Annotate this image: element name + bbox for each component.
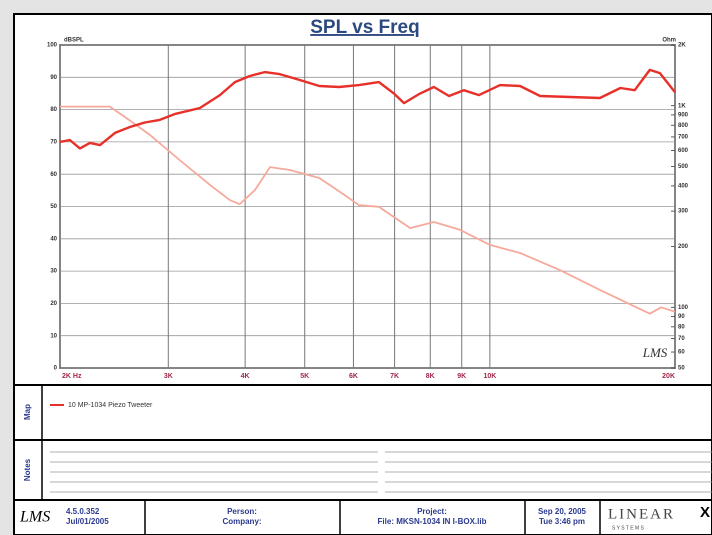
x-tick-label: 2K Hz xyxy=(62,373,82,380)
y2-tick-label: 1K xyxy=(678,103,686,109)
company: Company: xyxy=(222,517,261,526)
series-line xyxy=(60,105,676,315)
x-tick-label: 6K xyxy=(349,373,358,380)
y2-tick-label: 80 xyxy=(678,324,685,330)
y-tick-label: 100 xyxy=(47,43,58,49)
footer-logo: LMS xyxy=(19,509,50,526)
y2-tick-label: 900 xyxy=(678,112,689,118)
notes-label: Notes xyxy=(23,458,32,481)
x-tick-label: 4K xyxy=(241,373,250,380)
brand-sub: S Y S T E M S xyxy=(612,525,645,531)
y2-tick-label: 60 xyxy=(678,350,685,356)
y2-tick-label: 2K xyxy=(678,43,686,49)
y2-tick-label: 500 xyxy=(678,164,689,170)
map-label: Map xyxy=(23,404,32,420)
brand-mark: X xyxy=(700,504,710,521)
y2-tick-label: 70 xyxy=(678,336,685,342)
legend-label: 10 MP-1034 Piezo Tweeter xyxy=(68,402,153,409)
time: Tue 3:46 pm xyxy=(539,517,585,526)
y2-tick-label: 600 xyxy=(678,148,689,154)
y2-tick-label: 700 xyxy=(678,135,689,141)
y-tick-label: 20 xyxy=(50,301,57,307)
x-tick-label: 5K xyxy=(300,373,309,380)
y-axis-label: dBSPL xyxy=(64,38,84,44)
version: 4.5.0.352 xyxy=(66,507,100,516)
x-tick-label: 7K xyxy=(390,373,399,380)
x-tick-label: 8K xyxy=(426,373,435,380)
y2-tick-label: 200 xyxy=(678,244,689,250)
chart-title: SPL vs Freq xyxy=(310,17,419,38)
y-tick-label: 80 xyxy=(50,107,57,113)
x-tick-label: 3K xyxy=(164,373,173,380)
series-line xyxy=(59,68,676,150)
y2-tick-label: 400 xyxy=(678,184,689,190)
x-tick-label: 10K xyxy=(483,373,496,380)
y-tick-label: 0 xyxy=(54,366,58,372)
brand: LINEAR xyxy=(608,506,675,522)
y-tick-label: 50 xyxy=(50,204,57,210)
y2-tick-label: 800 xyxy=(678,123,689,129)
date: Sep 20, 2005 xyxy=(538,507,587,516)
watermark: LMS xyxy=(642,345,668,360)
y-tick-label: 90 xyxy=(50,75,57,81)
y-tick-label: 30 xyxy=(50,269,57,275)
y2-axis-label: Ohm xyxy=(662,38,676,44)
file: File: MKSN-1034 IN I-BOX.lib xyxy=(378,517,487,526)
y-tick-label: 10 xyxy=(50,333,57,339)
y-tick-label: 40 xyxy=(50,236,57,242)
footer-cells xyxy=(144,500,601,535)
notes-lines xyxy=(50,451,712,493)
x-tick-label: 9K xyxy=(457,373,466,380)
y2-tick-label: 50 xyxy=(678,366,685,372)
y-tick-label: 70 xyxy=(50,139,57,145)
person: Person: xyxy=(227,507,257,516)
y2-tick-label: 100 xyxy=(678,305,689,311)
y2-tick-label: 300 xyxy=(678,209,689,215)
y-tick-label: 60 xyxy=(50,172,57,178)
x-tick-label: 20K xyxy=(662,373,675,380)
version-date: Jul/01/2005 xyxy=(66,517,109,526)
project: Project: xyxy=(417,507,447,516)
y2-tick-label: 90 xyxy=(678,314,685,320)
